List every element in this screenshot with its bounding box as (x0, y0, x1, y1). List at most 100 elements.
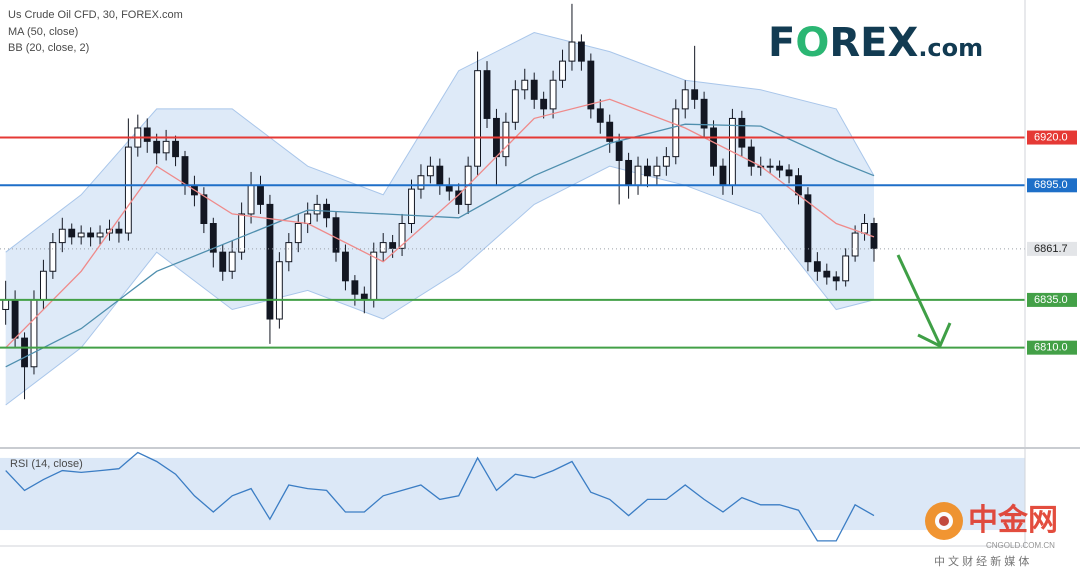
candle-body (606, 121, 614, 142)
candle-body (209, 223, 217, 253)
rsi-band (0, 457, 1025, 531)
candle-body (417, 175, 425, 190)
level-label: 6835.0 (1034, 294, 1068, 306)
level-label: 6895.0 (1034, 179, 1068, 191)
logo-part: O (795, 20, 829, 66)
candle-body (389, 242, 397, 249)
plot-layer (0, 3, 1025, 542)
watermark-tagline: 中 文 财 经 新 媒 体 (934, 554, 1029, 568)
candle-body (30, 299, 38, 368)
candle-body (313, 203, 321, 215)
candle-body (370, 251, 378, 301)
bollinger-upper (5, 31, 875, 253)
arrow-head (917, 322, 952, 349)
candle-body (823, 270, 831, 278)
candle-body (672, 108, 680, 158)
candle-body (766, 165, 774, 168)
candle-body (58, 228, 66, 244)
candle-body (851, 232, 859, 257)
candle-body (634, 165, 642, 186)
candle-body (587, 60, 595, 110)
candle-body (342, 251, 349, 282)
candle-body (143, 127, 151, 142)
candle-body (842, 255, 850, 282)
bollinger-lower (5, 165, 875, 406)
candle-body (596, 108, 604, 123)
level-label: 6920.0 (1034, 131, 1068, 143)
candle-body (228, 251, 236, 272)
level-label-bg (1027, 130, 1077, 145)
candle-body (294, 223, 302, 244)
candle-body (747, 146, 755, 167)
candle-body (625, 159, 633, 186)
candle-body (408, 188, 415, 225)
candle-body (502, 121, 510, 158)
rsi-title: RSI (14, close) (10, 458, 83, 470)
candle-body (68, 228, 76, 238)
price-axis-bg (1025, 0, 1080, 548)
candle-body (379, 242, 387, 253)
watermark-site: CNGOLD.COM.CN (986, 541, 1055, 550)
candle-body (238, 213, 246, 253)
candle-body (540, 98, 548, 110)
bollinger-band (5, 32, 874, 405)
candle-body (77, 232, 85, 238)
candle-body (247, 184, 255, 215)
candle-body (115, 228, 123, 234)
candle-body (644, 165, 651, 177)
logo-text: FOREX.com (768, 20, 983, 66)
candle-body (710, 127, 717, 167)
candle-body (332, 217, 340, 253)
candle-body (96, 232, 104, 238)
level-label: 6810.0 (1034, 342, 1068, 354)
candle-body (124, 146, 132, 234)
candle-body (691, 89, 699, 100)
candle-body (653, 165, 661, 177)
logo: FOREX.com (768, 20, 983, 66)
candle-body (559, 60, 566, 81)
candle-body (832, 276, 840, 282)
candle-body (219, 251, 227, 272)
level-label-bg (1027, 292, 1077, 307)
logo-part: .com (918, 34, 983, 62)
candle-body (153, 140, 161, 154)
watermark: 中金网 CNGOLD.COM.CN 中 文 财 经 新 媒 体 (925, 502, 1058, 568)
candle-body (568, 41, 576, 62)
watermark-icon (939, 516, 949, 526)
candle-body (785, 169, 793, 177)
candle-body (172, 140, 179, 158)
candle-body (11, 299, 19, 339)
candle-body (521, 79, 529, 91)
candle-body (776, 165, 784, 171)
candle-body (87, 232, 95, 238)
level-label-bg (1027, 340, 1077, 355)
candle-body (21, 337, 28, 368)
candle-body (49, 242, 57, 272)
candle-body (285, 242, 293, 263)
candle-body (181, 156, 189, 186)
candle-body (549, 79, 557, 110)
grid-layer (0, 457, 1025, 531)
rsi-line (5, 451, 875, 542)
last-price-label: 6861.7 (1034, 243, 1068, 255)
candle-body (2, 299, 10, 310)
logo-part: F (768, 20, 795, 66)
last-price-bg (1027, 241, 1077, 256)
candle-body (351, 280, 359, 295)
legend-ma: MA (50, close) (8, 26, 78, 38)
legend-title: Us Crude Oil CFD, 30, FOREX.com (8, 9, 183, 21)
candle-body (474, 70, 482, 167)
candle-body (813, 261, 821, 272)
candle-body (426, 165, 434, 177)
overlay-line (5, 123, 875, 368)
legend-bb: BB (20, close, 2) (8, 42, 89, 54)
candle-body (577, 41, 585, 62)
candle-body (530, 79, 538, 100)
logo-part: REX (829, 20, 918, 66)
candle-body (861, 223, 868, 234)
candle-body (804, 194, 812, 263)
axis-layer: 6920.0 6895.0 6835.0 6810.0 6861.7 (1027, 130, 1077, 355)
candle-body (483, 70, 491, 119)
candle-body (615, 140, 623, 161)
candle-body (700, 98, 708, 129)
